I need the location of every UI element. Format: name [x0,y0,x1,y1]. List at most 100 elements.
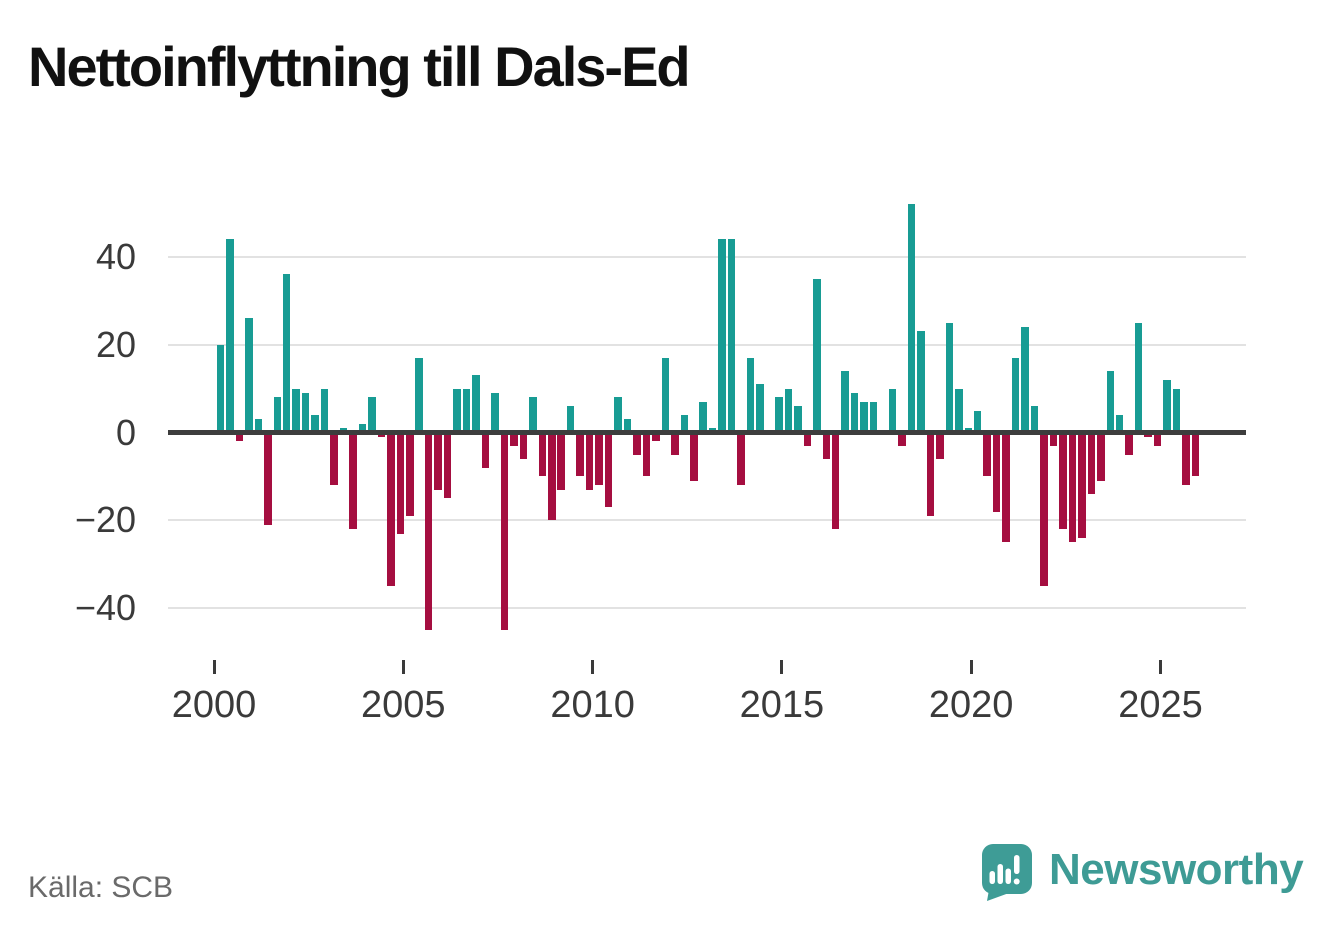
bar-q85 [1021,327,1029,433]
x-axis-tick-2005 [401,660,405,674]
bar-q83 [1002,432,1010,543]
gridline--20 [168,519,1246,522]
bar-q22 [424,432,433,631]
bar-q32 [519,432,528,459]
bar-q60 [784,388,793,433]
bar-q12 [330,432,338,486]
x-axis-label-2010: 2010 [550,684,635,726]
bar-q94 [1106,371,1114,433]
bar-q54 [727,239,736,433]
bar-q50 [690,432,698,481]
bar-q48 [671,432,679,455]
bar-q61 [794,406,802,433]
bar-q97 [1134,322,1143,433]
bar-q63 [813,278,821,433]
bar-q9 [301,392,310,433]
x-axis-tick-2000 [212,660,216,674]
bar-q103 [1191,432,1200,477]
zero-axis-line [168,430,1246,435]
bar-q25 [453,388,461,433]
newsworthy-brand: Newsworthy [981,843,1304,903]
bar-q74 [917,331,925,433]
bar-q90 [1068,432,1077,543]
bar-q96 [1125,432,1133,455]
bar-q72 [898,432,906,446]
bar-q68 [860,401,868,433]
bar-q7 [282,274,291,433]
bar-q42 [614,397,622,433]
bar-q33 [529,397,537,433]
bar-q6 [273,397,281,433]
bar-q73 [907,204,916,433]
bar-q16 [368,397,376,433]
bar-q51 [699,401,707,433]
bar-q91 [1078,432,1086,538]
bar-q35 [548,432,556,521]
bar-q24 [443,432,452,499]
bar-q59 [775,397,783,433]
x-axis-label-2005: 2005 [361,684,446,726]
y-axis-label--20: −20 [74,499,136,541]
bar-q76 [936,432,944,459]
y-axis-label--40: −40 [74,587,136,629]
bar-q67 [850,392,859,433]
source-label: Källa: SCB [28,871,174,904]
bar-q82 [992,432,1001,512]
x-axis-label-2000: 2000 [171,684,257,726]
bar-q64 [822,432,831,459]
bar-q4 [254,419,263,433]
bar-q84 [1011,357,1020,433]
bar-q93 [1097,432,1105,481]
bar-q95 [1115,414,1124,433]
bar-q19 [396,432,405,534]
bar-q46 [652,432,660,442]
y-axis-label-0: 0 [115,411,136,453]
bar-q57 [756,384,764,433]
bar-q31 [510,432,518,446]
bar-q77 [945,322,954,433]
newsworthy-logo-icon[interactable] [981,843,1035,903]
bar-q27 [472,375,480,433]
bar-q100 [1163,379,1171,433]
bar-q45 [642,432,651,477]
bar-q92 [1087,432,1096,494]
y-axis-label-20: 20 [95,323,136,365]
x-axis-label-2020: 2020 [928,684,1014,726]
bar-q8 [292,388,300,433]
bar-q87 [1040,432,1048,587]
bar-q39 [585,432,594,490]
bar-q55 [737,432,745,486]
gridline-20 [168,343,1246,346]
bar-q78 [955,388,963,433]
bar-q41 [604,432,613,508]
bar-q101 [1172,388,1181,433]
bar-q81 [983,432,991,477]
bar-q14 [349,432,357,530]
bar-q99 [1153,432,1162,446]
bar-q1 [226,239,234,433]
bar-q2 [235,432,244,442]
bar-q43 [623,419,632,433]
y-axis-label-40: 40 [95,235,136,277]
x-axis-tick-2015 [780,660,784,674]
bar-q38 [576,432,584,477]
x-axis-label-2025: 2025 [1118,684,1203,726]
bar-q62 [803,432,812,446]
bar-q20 [406,432,414,516]
bar-q5 [264,432,272,525]
bar-q29 [491,392,499,433]
bar-q40 [595,432,603,486]
newsworthy-wordmark[interactable]: Newsworthy [1049,845,1304,894]
bar-q56 [746,357,755,433]
x-axis-label-2015: 2015 [739,684,825,726]
bar-q3 [245,318,253,433]
bar-q21 [415,357,423,433]
x-axis-tick-2025 [1159,660,1162,674]
bar-q36 [557,432,565,490]
bar-q0 [216,344,225,433]
bar-q80 [973,410,982,433]
bar-q89 [1059,432,1067,530]
gridline--40 [168,607,1246,610]
bar-q49 [680,414,689,433]
x-axis-tick-2020 [969,660,973,674]
